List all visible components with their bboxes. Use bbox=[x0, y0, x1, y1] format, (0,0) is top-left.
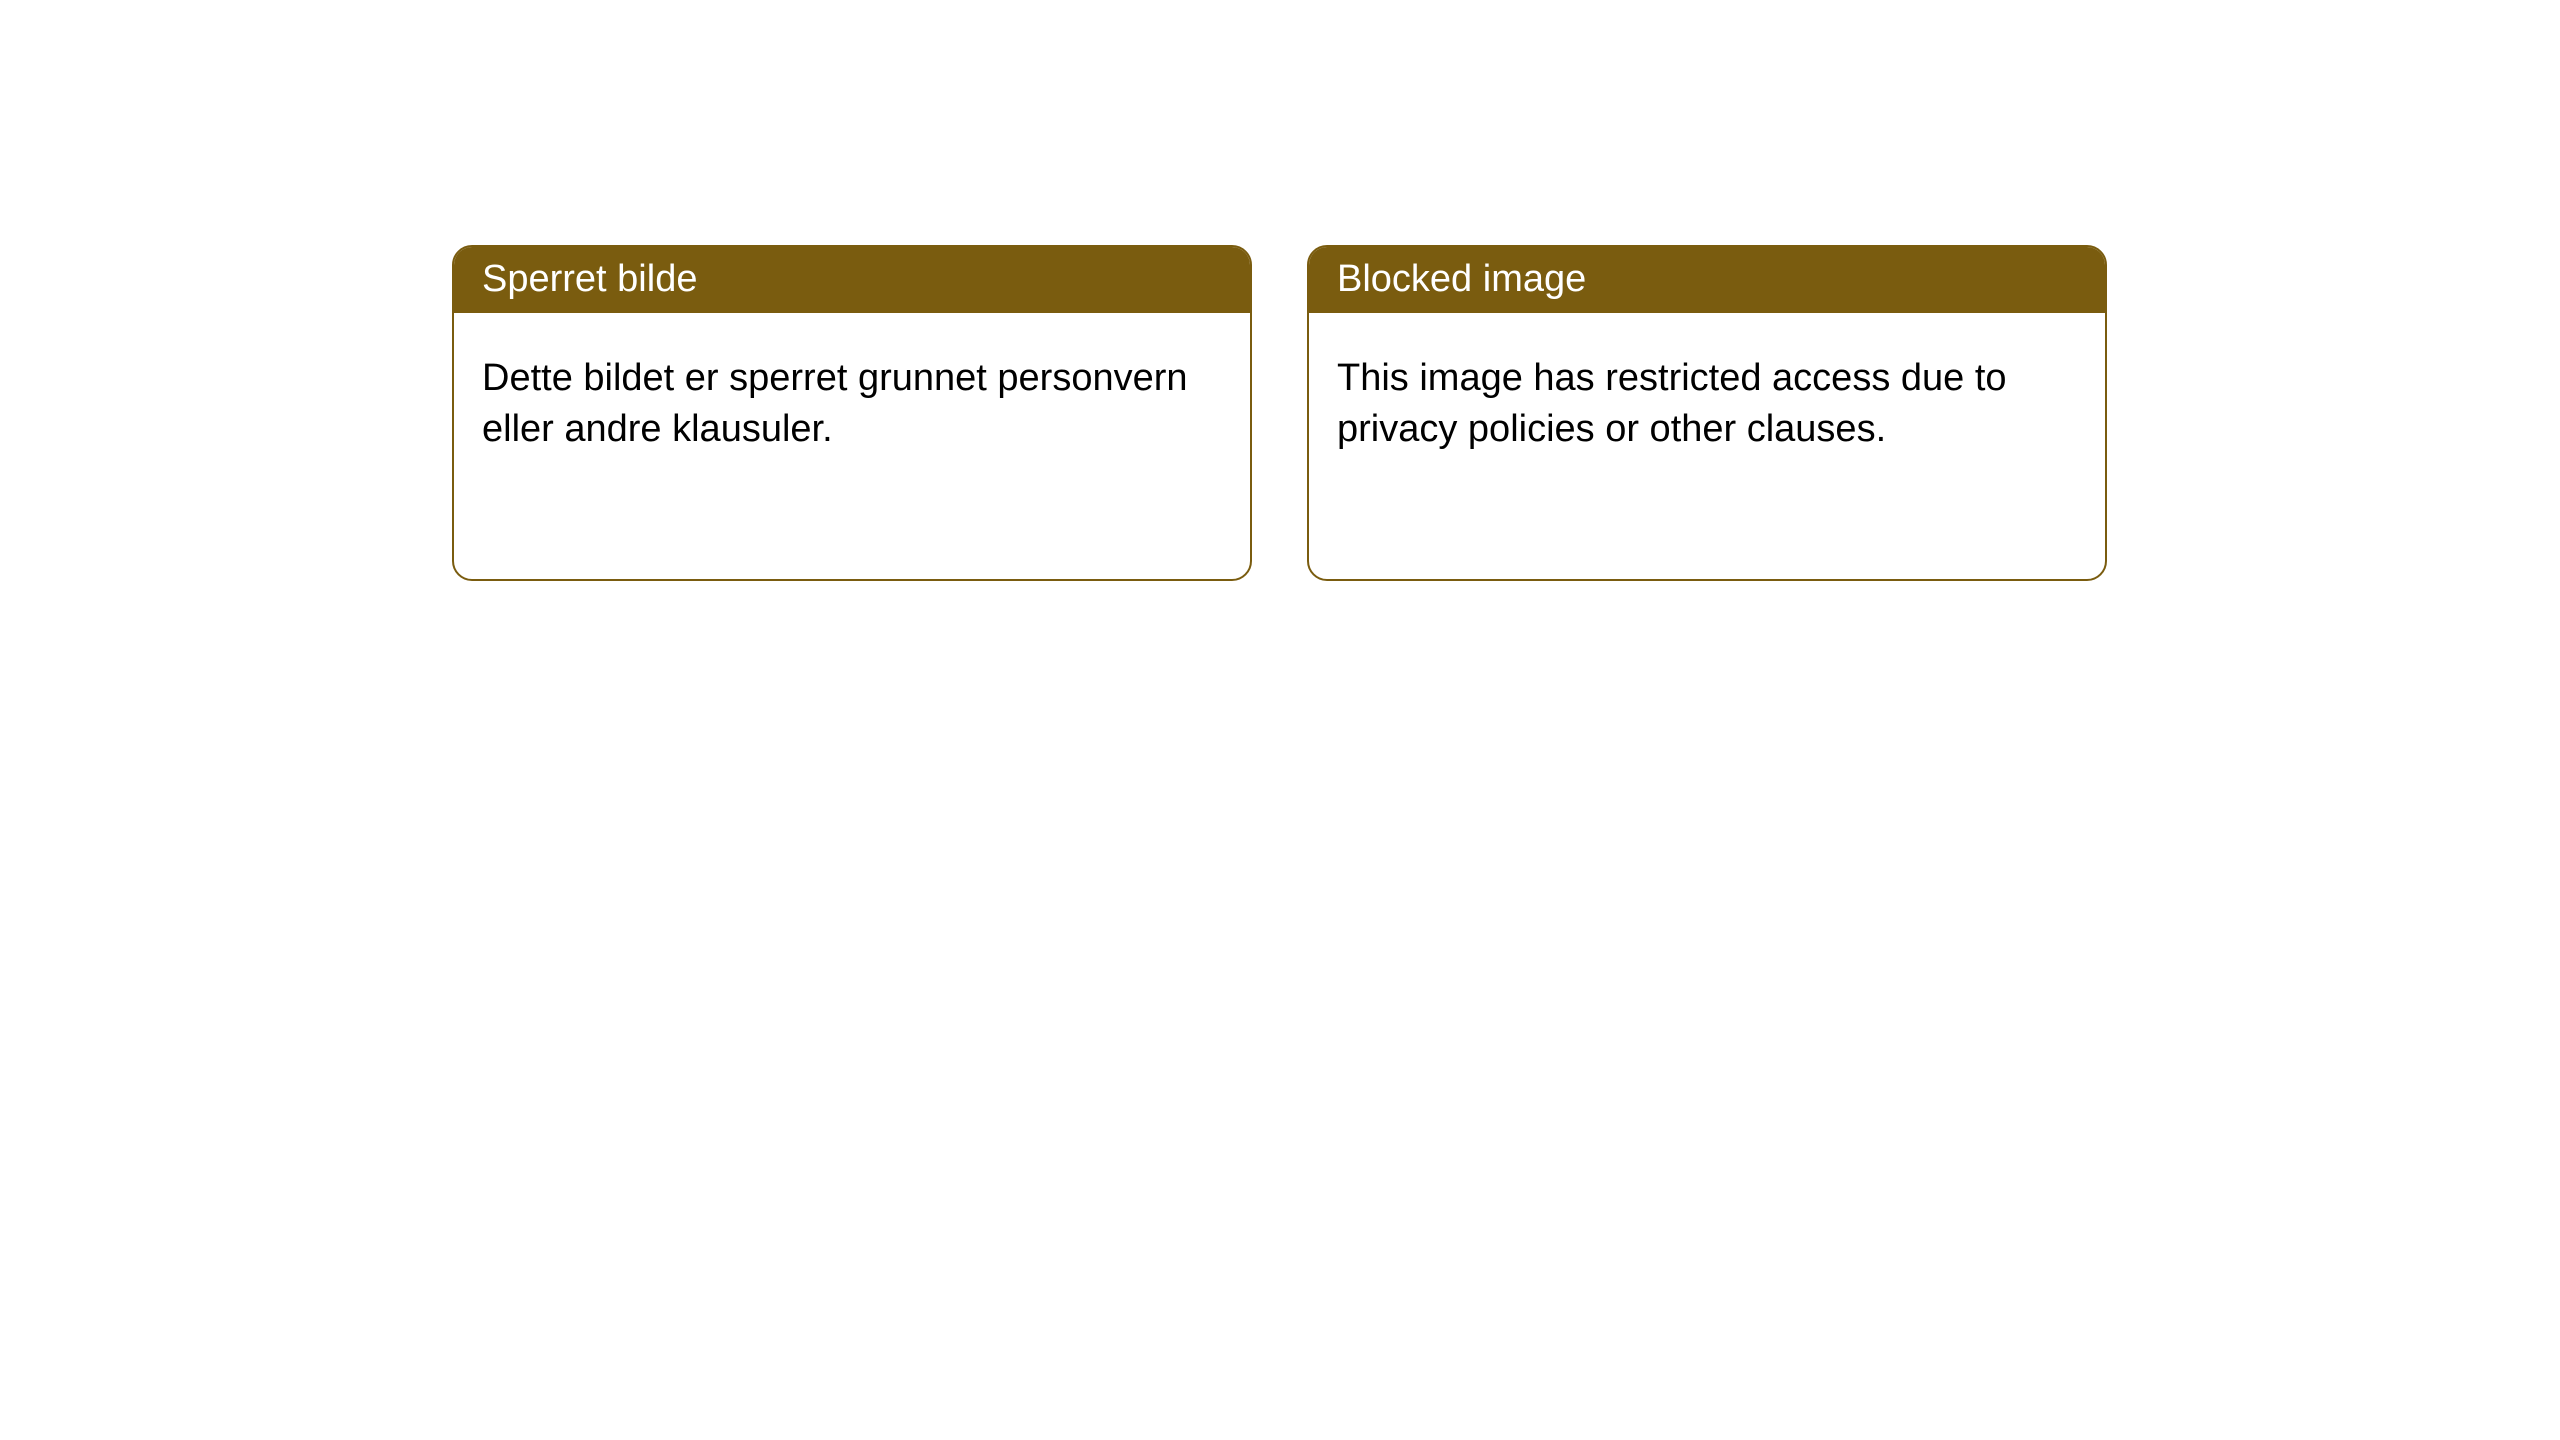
notice-body: Dette bildet er sperret grunnet personve… bbox=[454, 313, 1250, 496]
notice-card-english: Blocked image This image has restricted … bbox=[1307, 245, 2107, 581]
notice-card-norwegian: Sperret bilde Dette bildet er sperret gr… bbox=[452, 245, 1252, 581]
notice-cards-container: Sperret bilde Dette bildet er sperret gr… bbox=[452, 245, 2107, 581]
notice-body: This image has restricted access due to … bbox=[1309, 313, 2105, 496]
notice-title: Blocked image bbox=[1337, 258, 1586, 300]
notice-body-text: This image has restricted access due to … bbox=[1337, 357, 2007, 450]
notice-body-text: Dette bildet er sperret grunnet personve… bbox=[482, 357, 1188, 450]
notice-title: Sperret bilde bbox=[482, 258, 697, 300]
notice-header: Blocked image bbox=[1309, 247, 2105, 313]
notice-header: Sperret bilde bbox=[454, 247, 1250, 313]
